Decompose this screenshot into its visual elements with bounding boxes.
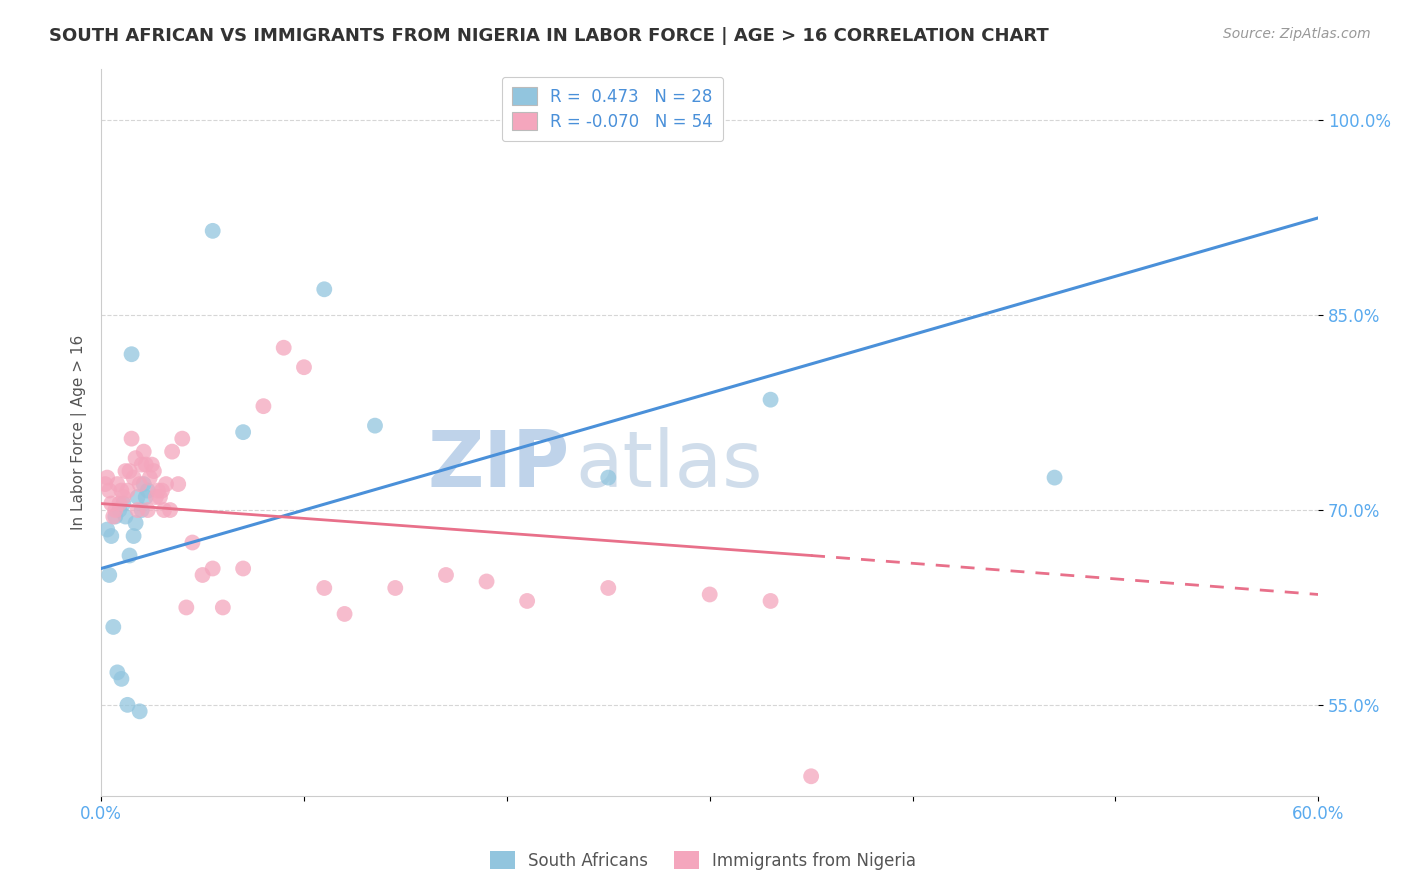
Point	[139, 470, 162, 484]
Point	[98, 568, 121, 582]
Point	[96, 470, 118, 484]
Point	[159, 503, 181, 517]
Point	[598, 581, 620, 595]
Point	[292, 360, 315, 375]
Point	[167, 477, 190, 491]
Point	[127, 490, 149, 504]
Point	[121, 347, 143, 361]
Point	[108, 503, 131, 517]
Point	[141, 458, 163, 472]
Point	[800, 769, 823, 783]
Point	[252, 399, 274, 413]
Point	[160, 444, 183, 458]
Point	[135, 490, 157, 504]
Point	[314, 581, 336, 595]
Point	[516, 594, 538, 608]
Point	[136, 503, 159, 517]
Point	[122, 470, 145, 484]
Point	[114, 464, 136, 478]
Point	[96, 523, 118, 537]
Legend: R =  0.473   N = 28, R = -0.070   N = 54: R = 0.473 N = 28, R = -0.070 N = 54	[502, 77, 723, 141]
Point	[117, 698, 139, 712]
Point	[211, 600, 233, 615]
Point	[105, 665, 128, 680]
Point	[94, 477, 117, 491]
Point	[114, 509, 136, 524]
Point	[475, 574, 498, 589]
Point	[176, 600, 198, 615]
Point	[201, 561, 224, 575]
Point	[201, 224, 224, 238]
Point	[314, 282, 336, 296]
Point	[135, 458, 157, 472]
Point	[121, 432, 143, 446]
Point	[150, 483, 173, 498]
Text: ZIP: ZIP	[427, 427, 569, 503]
Point	[273, 341, 295, 355]
Text: Source: ZipAtlas.com: Source: ZipAtlas.com	[1223, 27, 1371, 41]
Point	[598, 470, 620, 484]
Point	[118, 549, 141, 563]
Point	[98, 483, 121, 498]
Point	[103, 620, 125, 634]
Point	[112, 497, 135, 511]
Point	[333, 607, 356, 621]
Point	[118, 464, 141, 478]
Point	[127, 503, 149, 517]
Point	[759, 594, 782, 608]
Point	[122, 529, 145, 543]
Point	[759, 392, 782, 407]
Point	[100, 497, 122, 511]
Point	[103, 509, 125, 524]
Point	[128, 704, 150, 718]
Point	[155, 477, 177, 491]
Point	[153, 503, 176, 517]
Point	[232, 561, 254, 575]
Y-axis label: In Labor Force | Age > 16: In Labor Force | Age > 16	[72, 334, 87, 530]
Point	[232, 425, 254, 439]
Point	[117, 483, 139, 498]
Point	[104, 503, 127, 517]
Point	[112, 490, 135, 504]
Point	[364, 418, 387, 433]
Point	[172, 432, 194, 446]
Point	[149, 490, 172, 504]
Point	[132, 444, 155, 458]
Point	[434, 568, 457, 582]
Point	[142, 464, 165, 478]
Point	[1043, 470, 1066, 484]
Legend: South Africans, Immigrants from Nigeria: South Africans, Immigrants from Nigeria	[484, 845, 922, 877]
Point	[181, 535, 204, 549]
Point	[131, 458, 153, 472]
Point	[136, 483, 159, 498]
Point	[110, 483, 132, 498]
Point	[145, 490, 167, 504]
Point	[699, 587, 721, 601]
Point	[146, 483, 169, 498]
Point	[384, 581, 406, 595]
Point	[132, 477, 155, 491]
Point	[104, 509, 127, 524]
Text: atlas: atlas	[576, 427, 763, 503]
Point	[124, 451, 146, 466]
Point	[124, 516, 146, 530]
Point	[191, 568, 214, 582]
Point	[131, 503, 153, 517]
Point	[100, 529, 122, 543]
Point	[128, 477, 150, 491]
Point	[110, 672, 132, 686]
Point	[108, 497, 131, 511]
Text: SOUTH AFRICAN VS IMMIGRANTS FROM NIGERIA IN LABOR FORCE | AGE > 16 CORRELATION C: SOUTH AFRICAN VS IMMIGRANTS FROM NIGERIA…	[49, 27, 1049, 45]
Point	[105, 477, 128, 491]
